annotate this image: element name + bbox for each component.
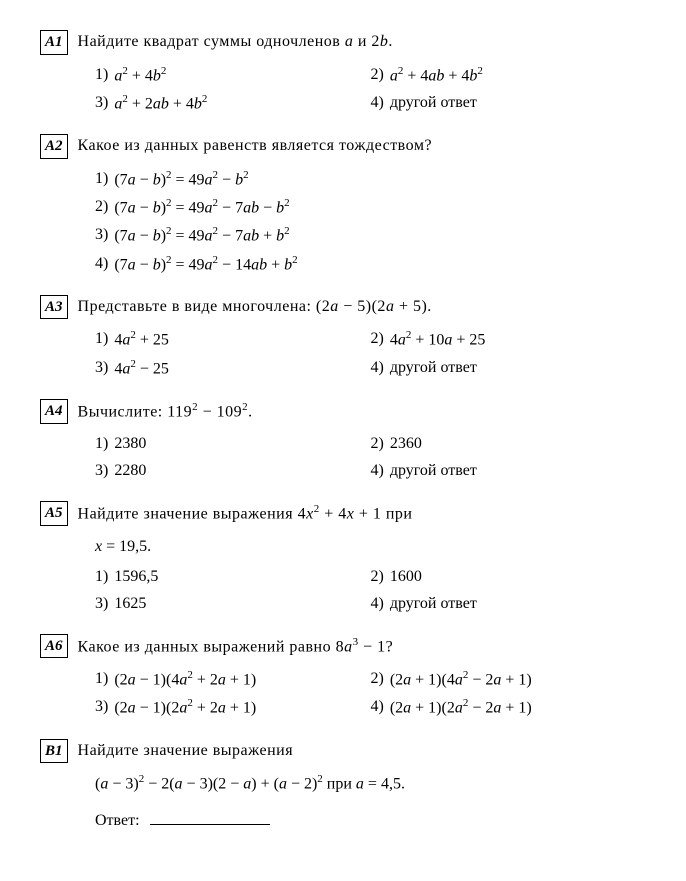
- option: 2)(2a + 1)(4a2 − 2a + 1): [371, 667, 647, 692]
- option: 4)другой ответ: [371, 91, 647, 116]
- question-text: Найдите значение выражения: [78, 739, 646, 763]
- option: 2)(7a − b)2 = 49a2 − 7ab − b2: [95, 195, 646, 220]
- option: 1)4a2 + 25: [95, 327, 371, 352]
- option: 3)a2 + 2ab + 4b2: [95, 91, 371, 116]
- question-block: А2 Какое из данных равенств является тожд…: [40, 134, 646, 277]
- question-header: А4 Вычислите: 1192 − 1092.: [40, 399, 646, 424]
- question-block: А5 Найдите значение выражения 4x2 + 4x + …: [40, 501, 646, 615]
- option: 4)(7a − b)2 = 49a2 − 14ab + b2: [95, 252, 646, 277]
- question-header: А5 Найдите значение выражения 4x2 + 4x + …: [40, 501, 646, 526]
- option: 2)a2 + 4ab + 4b2: [371, 63, 647, 88]
- option: 2)4a2 + 10a + 25: [371, 327, 647, 352]
- option-row: 3)22804)другой ответ: [95, 459, 646, 483]
- question-label: А1: [40, 30, 68, 55]
- question-header: А3 Представьте в виде многочлена: (2a − 5…: [40, 295, 646, 320]
- option: 1)2380: [95, 432, 371, 456]
- question-label: А5: [40, 501, 68, 526]
- options-container: 1)23802)23603)22804)другой ответ: [95, 432, 646, 483]
- question-header: В1 Найдите значение выражения: [40, 739, 646, 764]
- question-block: А1 Найдите квадрат суммы одночленов a и 2…: [40, 30, 646, 116]
- option-row: 1)(2a − 1)(4a2 + 2a + 1)2)(2a + 1)(4a2 −…: [95, 667, 646, 692]
- option: 2)2360: [371, 432, 647, 456]
- question-text: Найдите квадрат суммы одночленов a и 2b.: [78, 30, 646, 54]
- question-label: А2: [40, 134, 68, 159]
- option-row: 3)(7a − b)2 = 49a2 − 7ab + b2: [95, 223, 646, 248]
- option-row: 1)1596,52)1600: [95, 565, 646, 589]
- option: 3)(7a − b)2 = 49a2 − 7ab + b2: [95, 223, 646, 248]
- option: 4)(2a + 1)(2a2 − 2a + 1): [371, 695, 647, 720]
- option-row: 2)(7a − b)2 = 49a2 − 7ab − b2: [95, 195, 646, 220]
- option: 1)(2a − 1)(4a2 + 2a + 1): [95, 667, 371, 692]
- question-block: В1 Найдите значение выражения (a − 3)2 − 2…: [40, 739, 646, 833]
- options-container: 1)4a2 + 252)4a2 + 10a + 253)4a2 − 254)др…: [95, 327, 646, 381]
- options-container: 1)(2a − 1)(4a2 + 2a + 1)2)(2a + 1)(4a2 −…: [95, 667, 646, 721]
- answer-blank[interactable]: [150, 824, 270, 825]
- option: 1)a2 + 4b2: [95, 63, 371, 88]
- question-subline: x = 19,5.: [95, 535, 646, 559]
- options-container: 1)a2 + 4b22)a2 + 4ab + 4b23)a2 + 2ab + 4…: [95, 63, 646, 117]
- option: 1)1596,5: [95, 565, 371, 589]
- options-container: 1)1596,52)16003)16254)другой ответ: [95, 565, 646, 616]
- question-header: А6 Какое из данных выражений равно 8a3 − …: [40, 634, 646, 659]
- option: 2)1600: [371, 565, 647, 589]
- option-row: 1)(7a − b)2 = 49a2 − b2: [95, 167, 646, 192]
- option-row: 3)16254)другой ответ: [95, 592, 646, 616]
- option-row: 4)(7a − b)2 = 49a2 − 14ab + b2: [95, 252, 646, 277]
- question-label: В1: [40, 739, 68, 764]
- option-row: 3)a2 + 2ab + 4b24)другой ответ: [95, 91, 646, 116]
- question-block: А4Вычислите: 1192 − 1092.1)23802)23603)2…: [40, 399, 646, 483]
- option: 4)другой ответ: [371, 592, 647, 616]
- option-row: 1)23802)2360: [95, 432, 646, 456]
- option-row: 1)4a2 + 252)4a2 + 10a + 25: [95, 327, 646, 352]
- question-label: А4: [40, 399, 68, 424]
- question-text: Какое из данных равенств является тождес…: [78, 134, 646, 158]
- question-text: Найдите значение выражения 4x2 + 4x + 1 …: [78, 501, 646, 526]
- option-row: 3)4a2 − 254)другой ответ: [95, 356, 646, 381]
- question-block: А3 Представьте в виде многочлена: (2a − 5…: [40, 295, 646, 381]
- answer-line: Ответ:: [95, 809, 646, 833]
- question-text: Представьте в виде многочлена: (2a − 5)(…: [78, 295, 646, 319]
- option: 4)другой ответ: [371, 459, 647, 483]
- option-row: 3)(2a − 1)(2a2 + 2a + 1)4)(2a + 1)(2a2 −…: [95, 695, 646, 720]
- option: 3)1625: [95, 592, 371, 616]
- option: 3)(2a − 1)(2a2 + 2a + 1): [95, 695, 371, 720]
- option-row: 1)a2 + 4b22)a2 + 4ab + 4b2: [95, 63, 646, 88]
- option: 4)другой ответ: [371, 356, 647, 381]
- option: 3)4a2 − 25: [95, 356, 371, 381]
- question-block: А6 Какое из данных выражений равно 8a3 − …: [40, 634, 646, 721]
- options-container: 1)(7a − b)2 = 49a2 − b2 2)(7a − b)2 = 49a…: [95, 167, 646, 277]
- question-text: Вычислите: 1192 − 1092.: [78, 399, 646, 424]
- question-label: А3: [40, 295, 68, 320]
- option: 3)2280: [95, 459, 371, 483]
- option: 1)(7a − b)2 = 49a2 − b2: [95, 167, 646, 192]
- question-subline: (a − 3)2 − 2(a − 3)(2 − a) + (a − 2)2 пр…: [95, 771, 646, 796]
- question-header: А1 Найдите квадрат суммы одночленов a и 2…: [40, 30, 646, 55]
- question-label: А6: [40, 634, 68, 659]
- question-header: А2 Какое из данных равенств является тожд…: [40, 134, 646, 159]
- question-text: Какое из данных выражений равно 8a3 − 1?: [78, 634, 646, 659]
